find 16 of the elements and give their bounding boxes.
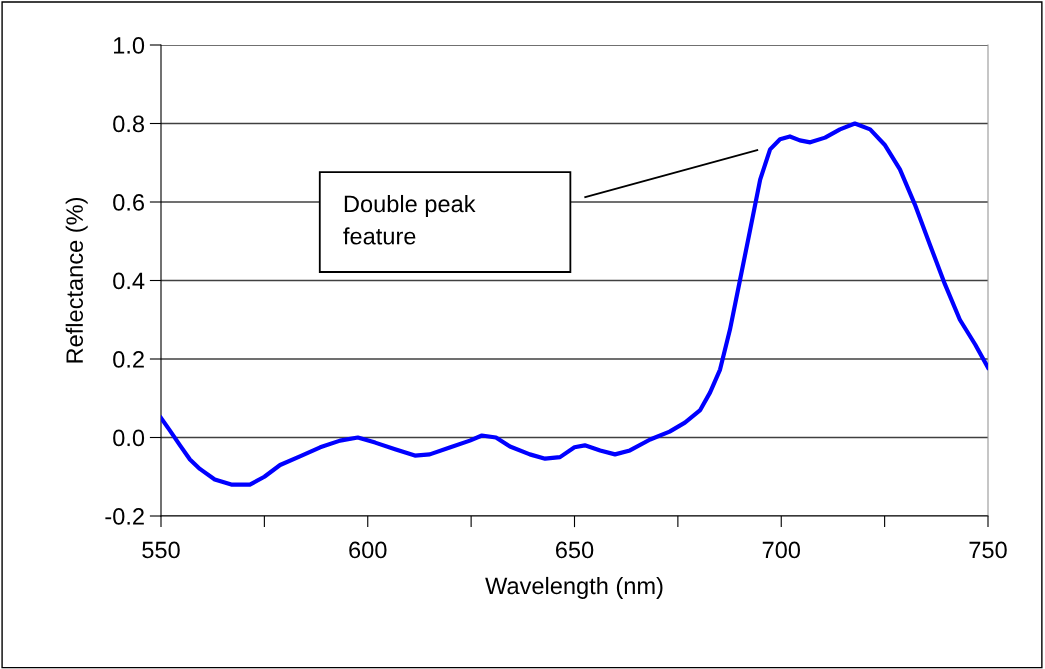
y-axis-title: Reflectance (%)	[65, 197, 88, 363]
y-tick-label: -0.2	[105, 508, 144, 525]
y-tick-label: 0.6	[113, 194, 144, 211]
y-tick-label: 1.0	[114, 37, 145, 54]
x-tick-label: 650	[556, 541, 594, 559]
x-tick-label: 700	[762, 541, 801, 559]
annotation: Double peak feature	[343, 194, 476, 245]
y-tick-label: 0.0	[113, 429, 145, 447]
x-tick-label: 750	[969, 541, 1007, 559]
line-series	[161, 121, 988, 487]
y-tick-label: 0.2	[113, 351, 144, 368]
y-tick-label: 0.4	[113, 272, 145, 290]
x-tick-label: 600	[349, 541, 387, 559]
x-tick-label: 550	[142, 541, 180, 559]
y-tick-label: 0.8	[113, 115, 144, 133]
x-axis-title: Wavelength (nm)	[485, 576, 663, 599]
